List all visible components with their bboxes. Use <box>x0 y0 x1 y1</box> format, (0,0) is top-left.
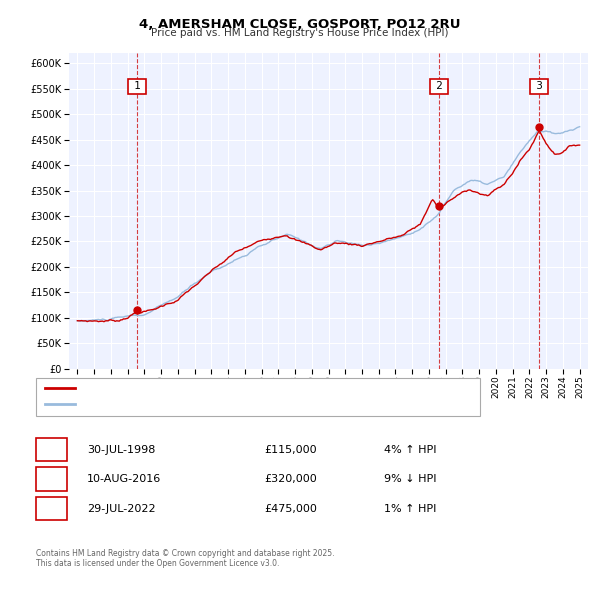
Text: 30-JUL-1998: 30-JUL-1998 <box>87 445 155 454</box>
Text: £320,000: £320,000 <box>264 474 317 484</box>
Text: 4, AMERSHAM CLOSE, GOSPORT, PO12 2RU (detached house): 4, AMERSHAM CLOSE, GOSPORT, PO12 2RU (de… <box>81 384 383 393</box>
Text: HPI: Average price, detached house, Gosport: HPI: Average price, detached house, Gosp… <box>81 399 301 409</box>
Text: 1: 1 <box>131 81 144 91</box>
Text: £115,000: £115,000 <box>264 445 317 454</box>
Text: 1: 1 <box>48 445 55 454</box>
Text: 2: 2 <box>433 81 446 91</box>
Text: 29-JUL-2022: 29-JUL-2022 <box>87 504 155 513</box>
Text: 4% ↑ HPI: 4% ↑ HPI <box>384 445 437 454</box>
Text: Price paid vs. HM Land Registry's House Price Index (HPI): Price paid vs. HM Land Registry's House … <box>151 28 449 38</box>
Text: 1% ↑ HPI: 1% ↑ HPI <box>384 504 436 513</box>
Text: 10-AUG-2016: 10-AUG-2016 <box>87 474 161 484</box>
Text: 3: 3 <box>533 81 545 91</box>
Text: 4, AMERSHAM CLOSE, GOSPORT, PO12 2RU: 4, AMERSHAM CLOSE, GOSPORT, PO12 2RU <box>139 18 461 31</box>
Text: 2: 2 <box>48 474 55 484</box>
Text: 3: 3 <box>48 504 55 513</box>
Text: Contains HM Land Registry data © Crown copyright and database right 2025.
This d: Contains HM Land Registry data © Crown c… <box>36 549 335 568</box>
Text: 9% ↓ HPI: 9% ↓ HPI <box>384 474 437 484</box>
Text: £475,000: £475,000 <box>264 504 317 513</box>
